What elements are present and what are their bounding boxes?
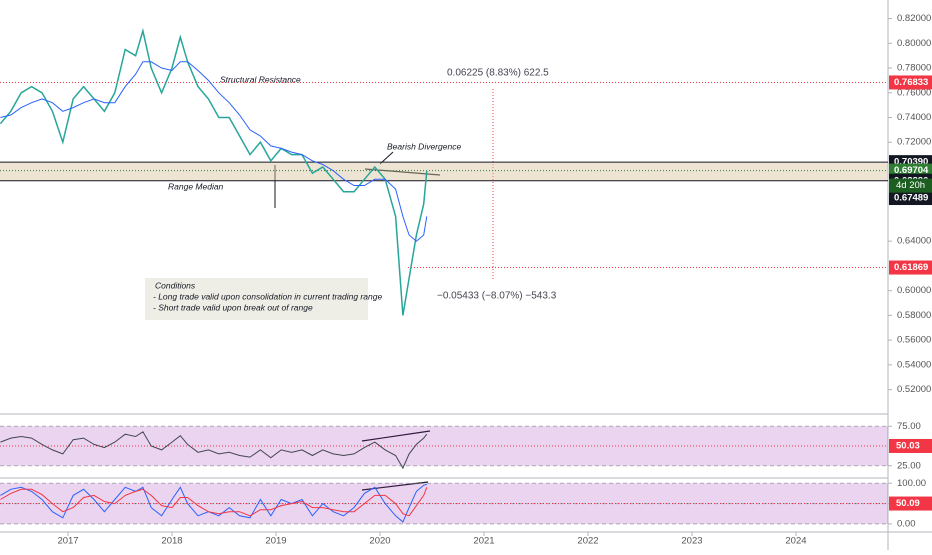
- x-tick-label: 2019: [265, 536, 286, 547]
- y-tick-label: 0.54000: [897, 359, 931, 370]
- level-tag: [889, 191, 932, 206]
- series-line: [0, 27, 428, 316]
- level-label: 0.70390: [894, 157, 928, 168]
- level-label: 0.67489: [894, 193, 928, 204]
- last-label: 50.09: [896, 498, 920, 509]
- level-label: 0.76833: [894, 77, 928, 88]
- y-tick-label: 0.78000: [897, 63, 931, 74]
- y-tick-label: 0.82000: [897, 13, 931, 24]
- conditions-text: - Long trade valid upon consolidation in…: [153, 291, 382, 301]
- y-tick-label: 25.00: [897, 460, 921, 471]
- series-line: [0, 487, 428, 517]
- y-tick-label: 0.56000: [897, 335, 931, 346]
- y-tick-label: 100.00: [897, 478, 926, 489]
- x-tick-label: 2024: [785, 536, 806, 547]
- y-tick-label: 0.52000: [897, 384, 931, 395]
- y-tick-label: 0.72000: [897, 137, 931, 148]
- x-tick-label: 2017: [57, 536, 78, 547]
- y-tick-label: 0.00: [897, 518, 916, 529]
- level-tag: [889, 75, 932, 90]
- annotation: Structural Resistance: [220, 74, 301, 84]
- annotation: Range Median: [168, 181, 224, 191]
- series-line: [0, 483, 427, 523]
- y-tick-label: 0.80000: [897, 38, 931, 49]
- y-tick-label: 0.74000: [897, 112, 931, 123]
- last-label: 50.03: [896, 440, 920, 451]
- level-label: 0.69704: [894, 165, 929, 176]
- y-tick-label: 0.58000: [897, 310, 931, 321]
- y-tick-label: 0.76000: [897, 87, 931, 98]
- x-tick-label: 2018: [161, 536, 182, 547]
- x-tick-label: 2023: [681, 536, 702, 547]
- countdown-tag: [889, 178, 932, 193]
- x-tick-label: 2020: [369, 536, 390, 547]
- last-tag: [889, 438, 932, 453]
- series-line: [0, 431, 428, 470]
- range-box: [0, 162, 888, 181]
- last-tag: [889, 496, 932, 511]
- annotation: Bearish Divergence: [387, 141, 461, 151]
- countdown: 4d 20h: [896, 180, 925, 191]
- divergence-line: [361, 430, 431, 442]
- conditions-box: [145, 278, 368, 320]
- level-label: 0.61869: [894, 262, 928, 273]
- series-line: [0, 61, 428, 242]
- y-tick-label: 75.00: [897, 421, 921, 432]
- conditions-text: - Short trade valid upon break out of ra…: [153, 302, 313, 312]
- y-tick-label: 0.64000: [897, 236, 931, 247]
- x-tick-label: 2022: [577, 536, 598, 547]
- measure-label: −0.05433 (−8.07%) −543.3: [437, 291, 557, 302]
- y-tick-label: 0.60000: [897, 285, 931, 296]
- x-tick-label: 2021: [473, 536, 494, 547]
- measure-label: 0.06225 (8.83%) 622.5: [447, 68, 549, 79]
- level-tag: [889, 260, 932, 275]
- conditions-text: Conditions: [155, 280, 196, 290]
